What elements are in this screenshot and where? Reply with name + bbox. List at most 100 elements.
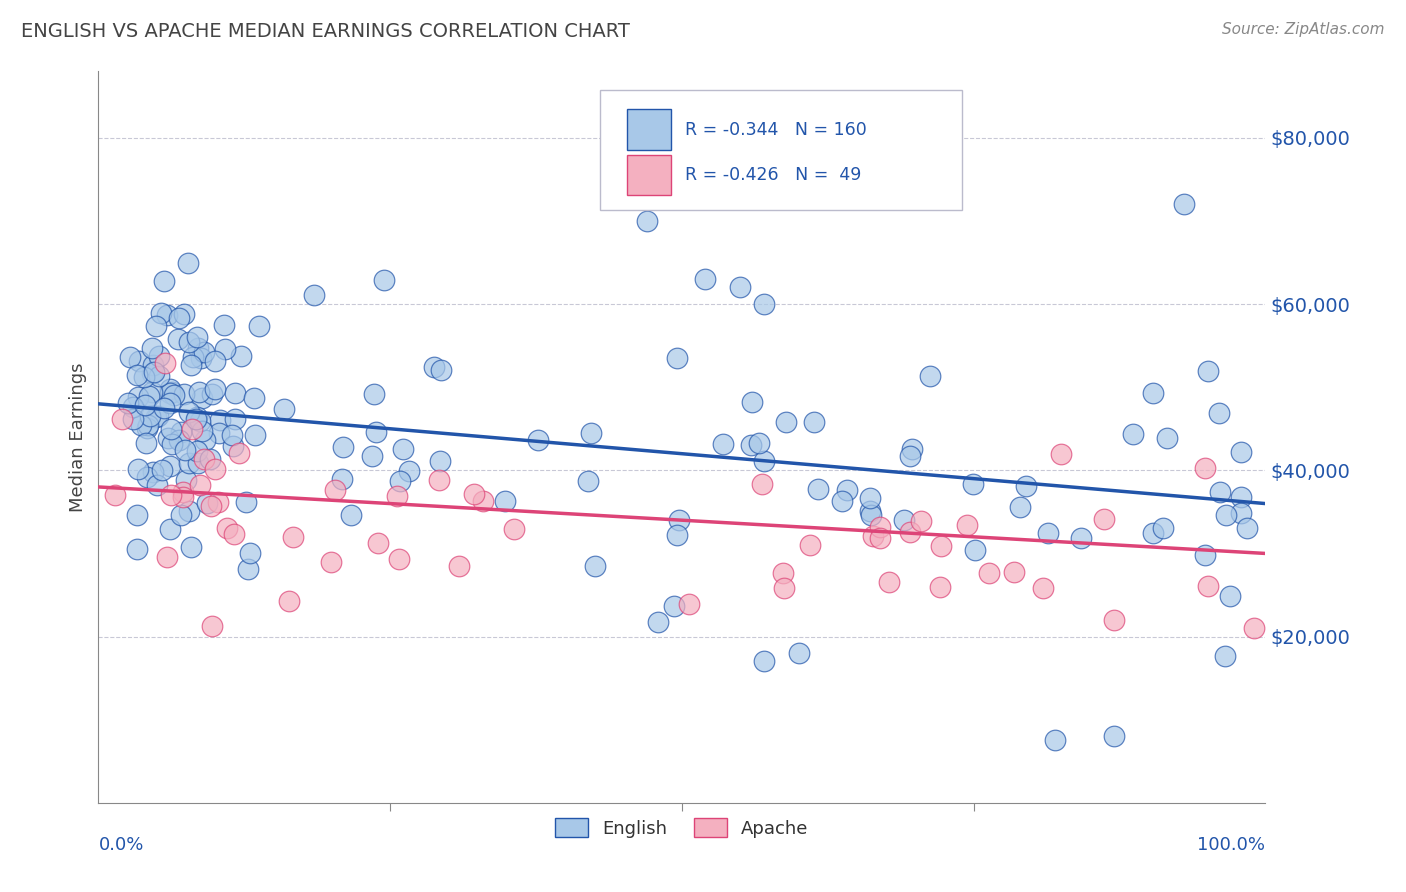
Point [859,508,882,522]
Text: R = -0.344   N = 160: R = -0.344 N = 160 [685,120,868,138]
Point [979,566,1001,580]
Point [187,342,209,356]
Point [929,581,952,595]
Text: R = -0.426   N =  49: R = -0.426 N = 49 [685,166,862,184]
Point [180,540,202,554]
Point [869,519,891,533]
Point [898,524,921,539]
Point [184,411,207,425]
Point [1038,526,1060,541]
Point [142,358,165,372]
Point [214,342,236,356]
Point [662,599,685,614]
Point [160,437,183,451]
Point [1156,432,1178,446]
Point [877,575,900,590]
Point [190,414,212,428]
Point [893,513,915,527]
Point [138,389,160,403]
Point [1142,526,1164,541]
Text: Source: ZipAtlas.com: Source: ZipAtlas.com [1222,22,1385,37]
Point [204,382,226,396]
Point [1197,364,1219,378]
Point [273,402,295,417]
Point [186,444,208,458]
Point [364,425,387,440]
Point [143,366,166,380]
Point [172,484,194,499]
Point [1050,447,1073,461]
Point [170,425,193,440]
Point [463,487,485,501]
Point [1142,386,1164,401]
Point [647,615,669,630]
Point [120,350,142,364]
Point [173,386,195,401]
Point [190,424,212,438]
Point [1243,621,1265,635]
Point [129,417,152,432]
Point [869,531,891,545]
Point [195,496,218,510]
Point [186,409,208,424]
Point [125,542,148,557]
Point [1194,461,1216,475]
Point [1008,500,1031,514]
Point [665,351,688,366]
Point [127,462,149,476]
Point [141,341,163,355]
Point [363,387,385,401]
Point [278,594,301,608]
Point [142,465,165,479]
Point [429,453,451,467]
Point [302,287,325,301]
Point [388,475,411,489]
Point [201,619,224,633]
Point [1208,406,1230,420]
Point [1152,521,1174,535]
Point [231,349,253,363]
Point [208,412,231,426]
Point [177,405,200,419]
Point [1102,613,1125,627]
Point [1230,444,1253,458]
Point [859,504,882,518]
Point [730,280,752,294]
Point [668,512,690,526]
Point [831,494,853,508]
Point [243,427,266,442]
Point [752,454,775,468]
Point [152,401,174,415]
Point [636,214,658,228]
Point [711,436,734,450]
Point [799,538,821,552]
FancyBboxPatch shape [627,110,672,150]
Point [471,494,494,508]
Point [166,332,188,346]
Point [159,522,181,536]
Point [145,318,167,333]
Point [146,409,169,423]
Point [141,385,163,400]
Text: ENGLISH VS APACHE MEDIAN EARNINGS CORRELATION CHART: ENGLISH VS APACHE MEDIAN EARNINGS CORREL… [21,22,630,41]
Point [221,439,243,453]
Point [127,390,149,404]
Point [167,434,190,448]
Point [128,354,150,368]
Point [1236,521,1258,535]
Point [224,526,246,541]
Point [104,488,127,502]
Point [190,351,212,365]
Point [179,334,201,349]
Point [898,449,921,463]
Point [181,350,204,364]
Point [117,396,139,410]
Point [141,366,163,380]
Point [162,388,184,402]
Point [1122,426,1144,441]
Point [135,469,157,483]
Point [236,562,259,576]
Point [243,392,266,406]
Point [155,308,177,322]
Point [494,494,516,508]
